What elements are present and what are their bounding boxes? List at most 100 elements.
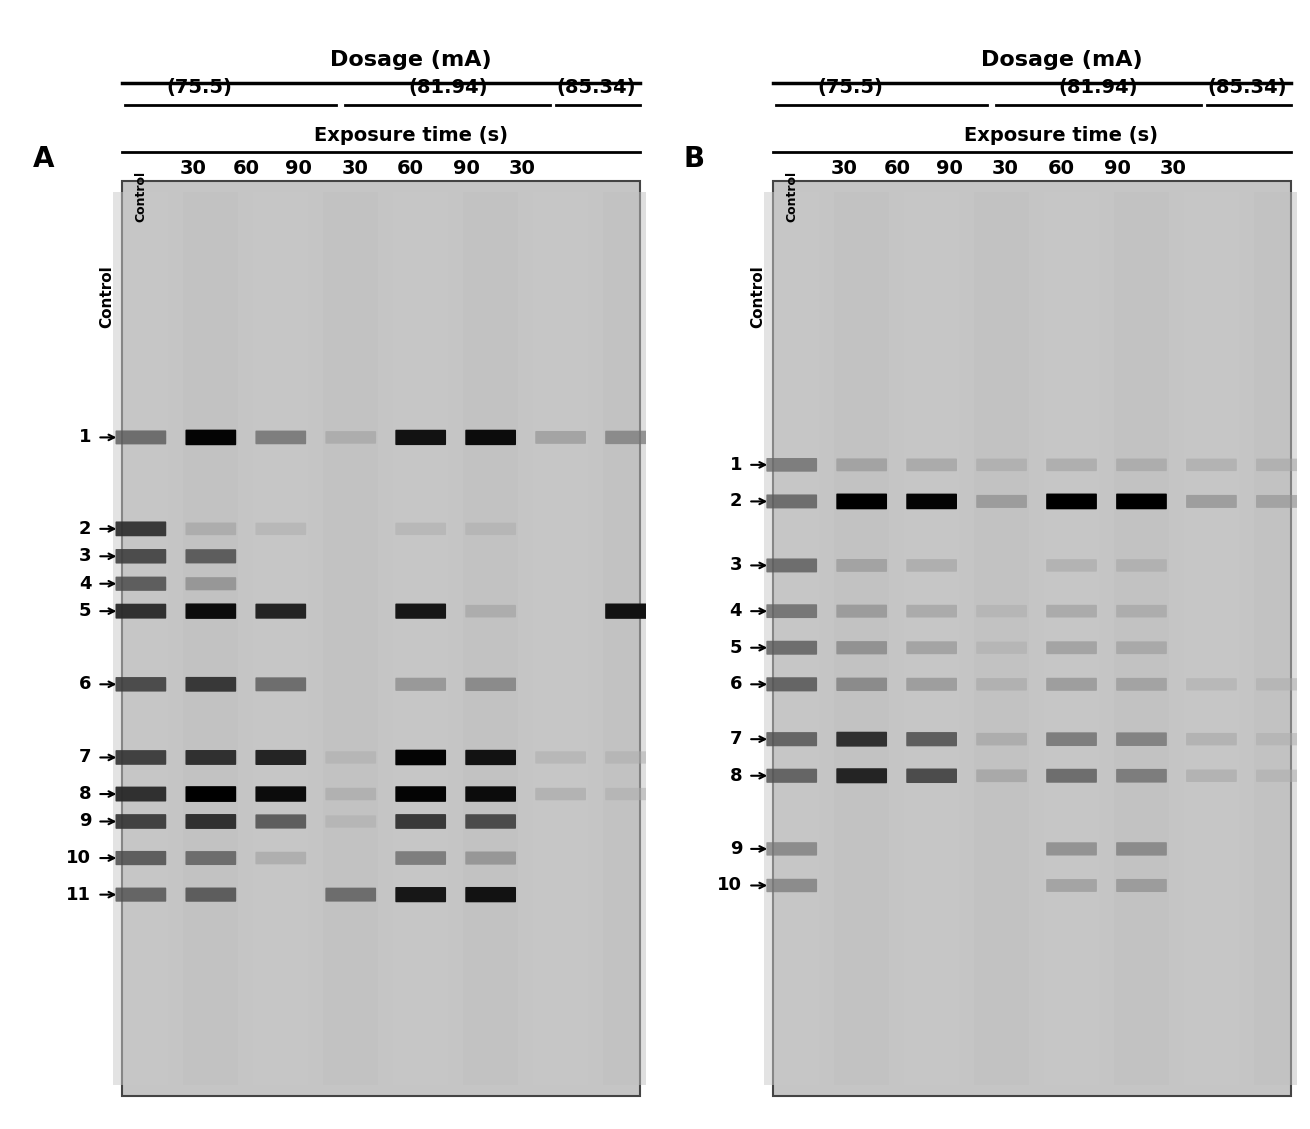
Text: Control: Control	[135, 170, 147, 221]
FancyBboxPatch shape	[907, 677, 958, 691]
Text: 5: 5	[730, 639, 743, 657]
FancyBboxPatch shape	[1256, 733, 1307, 745]
FancyBboxPatch shape	[907, 458, 958, 471]
Bar	[114, 192, 169, 1085]
FancyBboxPatch shape	[1047, 493, 1096, 509]
Bar	[393, 192, 448, 1085]
FancyBboxPatch shape	[115, 851, 166, 865]
Text: 90: 90	[286, 159, 312, 178]
Text: 6: 6	[79, 675, 92, 693]
FancyBboxPatch shape	[465, 814, 516, 829]
Text: 1: 1	[730, 456, 743, 474]
Bar	[324, 192, 379, 1085]
Text: 1: 1	[79, 428, 92, 446]
FancyBboxPatch shape	[836, 559, 887, 572]
Text: A: A	[33, 146, 54, 174]
FancyBboxPatch shape	[465, 887, 516, 902]
FancyBboxPatch shape	[1116, 769, 1167, 782]
FancyBboxPatch shape	[396, 604, 447, 619]
FancyBboxPatch shape	[396, 430, 447, 445]
FancyBboxPatch shape	[186, 750, 236, 765]
FancyBboxPatch shape	[1116, 733, 1167, 746]
Text: Exposure time (s): Exposure time (s)	[313, 125, 507, 145]
Text: 3: 3	[730, 557, 743, 575]
FancyBboxPatch shape	[186, 549, 236, 563]
Text: 30: 30	[831, 159, 858, 178]
FancyBboxPatch shape	[396, 851, 447, 865]
FancyBboxPatch shape	[1116, 559, 1167, 571]
Bar	[253, 192, 308, 1085]
FancyBboxPatch shape	[836, 677, 887, 691]
Bar	[773, 182, 1290, 1096]
FancyBboxPatch shape	[396, 814, 447, 829]
FancyBboxPatch shape	[255, 430, 307, 444]
FancyBboxPatch shape	[766, 677, 817, 691]
FancyBboxPatch shape	[325, 788, 376, 800]
FancyBboxPatch shape	[186, 577, 236, 590]
Text: (81.94): (81.94)	[1058, 78, 1138, 97]
FancyBboxPatch shape	[536, 788, 586, 800]
FancyBboxPatch shape	[766, 641, 817, 655]
FancyBboxPatch shape	[396, 887, 447, 902]
FancyBboxPatch shape	[836, 493, 887, 509]
FancyBboxPatch shape	[186, 814, 236, 829]
FancyBboxPatch shape	[836, 458, 887, 471]
FancyBboxPatch shape	[907, 559, 958, 571]
FancyBboxPatch shape	[1047, 559, 1096, 571]
FancyBboxPatch shape	[186, 430, 236, 445]
Text: 30: 30	[508, 159, 536, 178]
FancyBboxPatch shape	[115, 604, 166, 619]
FancyBboxPatch shape	[766, 495, 817, 508]
FancyBboxPatch shape	[836, 605, 887, 618]
Text: 8: 8	[730, 767, 743, 785]
Bar	[122, 182, 639, 1096]
FancyBboxPatch shape	[1047, 879, 1096, 892]
FancyBboxPatch shape	[115, 750, 166, 764]
Text: Control: Control	[785, 170, 798, 221]
FancyBboxPatch shape	[1116, 458, 1167, 471]
Text: 6: 6	[730, 675, 743, 693]
Bar	[183, 192, 238, 1085]
Text: 5: 5	[79, 602, 92, 620]
FancyBboxPatch shape	[1047, 641, 1096, 654]
FancyBboxPatch shape	[325, 887, 376, 902]
Text: 2: 2	[730, 492, 743, 510]
Bar	[1184, 192, 1239, 1085]
Text: (75.5): (75.5)	[817, 78, 883, 97]
FancyBboxPatch shape	[325, 815, 376, 828]
FancyBboxPatch shape	[976, 679, 1027, 691]
Text: 10: 10	[717, 876, 743, 894]
Text: Exposure time (s): Exposure time (s)	[964, 125, 1158, 145]
Text: 10: 10	[67, 849, 92, 867]
FancyBboxPatch shape	[976, 495, 1027, 508]
FancyBboxPatch shape	[325, 751, 376, 763]
FancyBboxPatch shape	[605, 751, 656, 763]
FancyBboxPatch shape	[1047, 677, 1096, 691]
FancyBboxPatch shape	[396, 677, 447, 691]
Text: 7: 7	[730, 730, 743, 749]
FancyBboxPatch shape	[605, 788, 656, 800]
FancyBboxPatch shape	[907, 605, 958, 618]
FancyBboxPatch shape	[325, 431, 376, 444]
Bar	[834, 192, 889, 1085]
FancyBboxPatch shape	[465, 605, 516, 618]
FancyBboxPatch shape	[766, 878, 817, 892]
FancyBboxPatch shape	[907, 732, 958, 746]
FancyBboxPatch shape	[465, 786, 516, 802]
FancyBboxPatch shape	[1047, 769, 1096, 782]
Text: 30: 30	[179, 159, 207, 178]
Text: 60: 60	[883, 159, 910, 178]
Text: 4: 4	[730, 602, 743, 620]
FancyBboxPatch shape	[1186, 458, 1237, 471]
FancyBboxPatch shape	[465, 750, 516, 765]
Bar	[904, 192, 959, 1085]
Bar	[464, 192, 519, 1085]
FancyBboxPatch shape	[766, 842, 817, 856]
FancyBboxPatch shape	[976, 769, 1027, 782]
FancyBboxPatch shape	[976, 641, 1027, 654]
FancyBboxPatch shape	[1116, 641, 1167, 654]
Text: 7: 7	[79, 749, 92, 767]
FancyBboxPatch shape	[1186, 733, 1237, 745]
FancyBboxPatch shape	[836, 641, 887, 655]
Bar	[603, 192, 658, 1085]
